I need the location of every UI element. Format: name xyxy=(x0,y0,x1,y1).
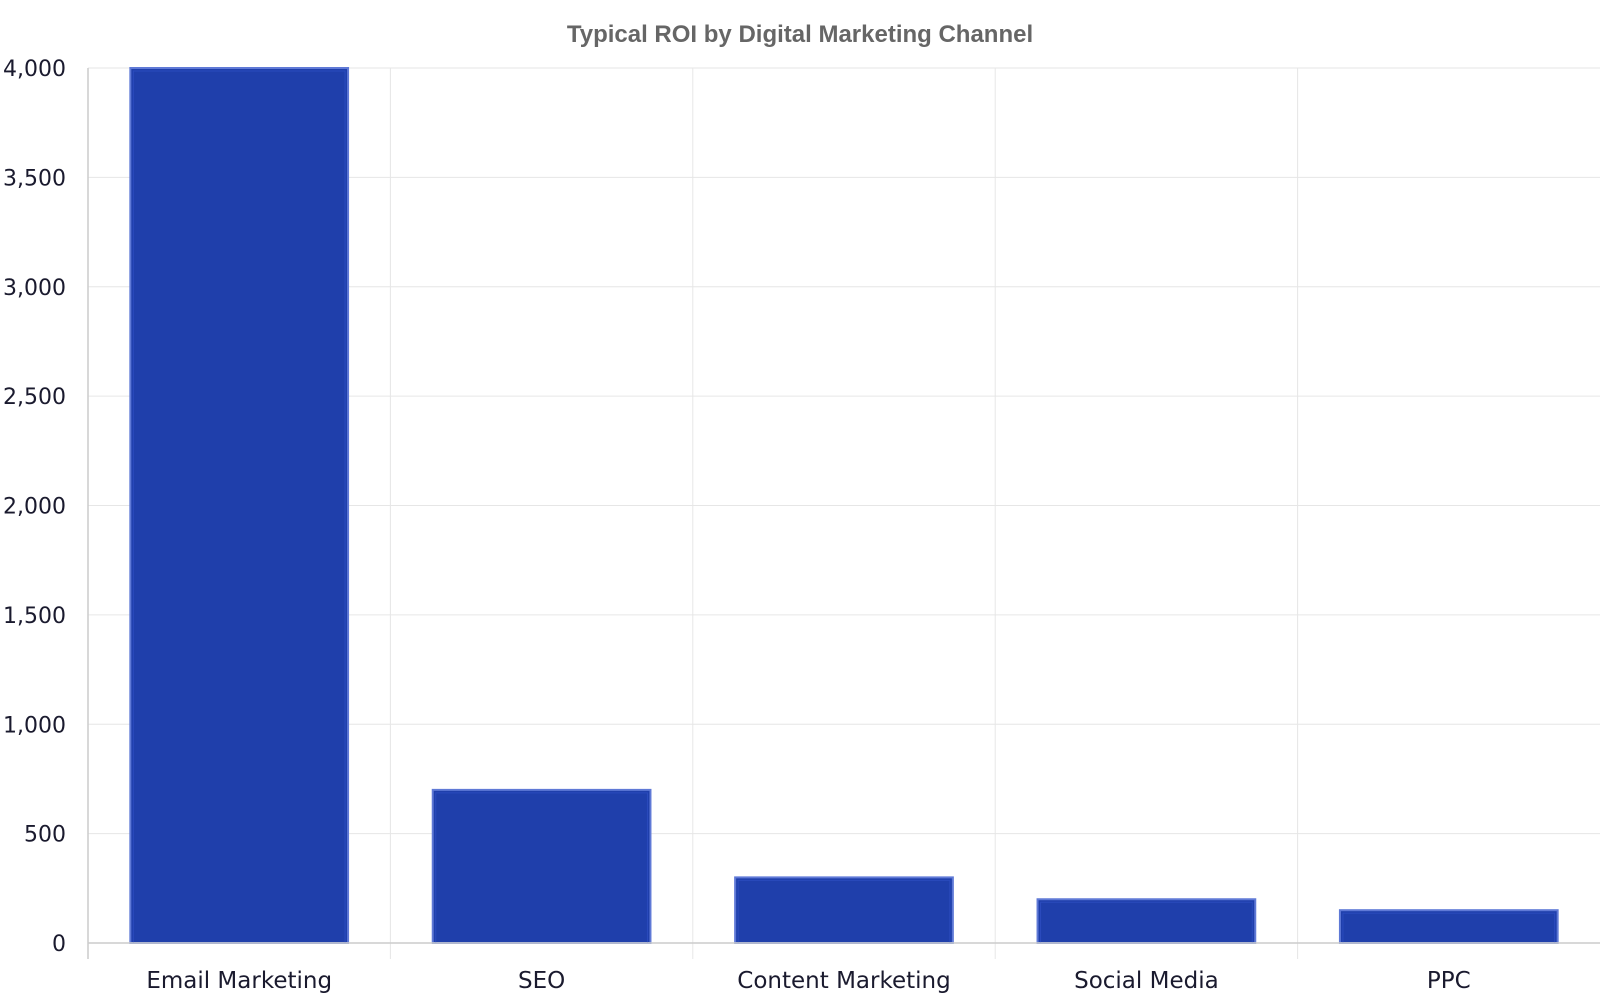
x-tick-label: Social Media xyxy=(1074,968,1219,994)
x-tick-label: PPC xyxy=(1427,968,1471,994)
bar xyxy=(1036,898,1257,944)
bar xyxy=(129,67,350,944)
x-tick-label: SEO xyxy=(518,968,565,994)
x-tick-label: Content Marketing xyxy=(737,968,950,994)
bar xyxy=(431,788,652,944)
bar xyxy=(1338,909,1559,944)
axis-layer xyxy=(87,68,1600,959)
y-tick-label: 4,000 xyxy=(3,57,66,82)
bar xyxy=(734,876,954,944)
y-tick-label: 2,500 xyxy=(3,385,66,410)
y-tick-label: 3,500 xyxy=(3,166,66,191)
y-tick-label: 1,000 xyxy=(3,713,66,738)
bars-layer xyxy=(129,67,1559,944)
x-tick-label: Email Marketing xyxy=(146,968,332,994)
y-tick-label: 500 xyxy=(24,823,66,848)
chart-title: Typical ROI by Digital Marketing Channel xyxy=(567,21,1033,48)
labels-layer: 0 500 1,000 1,500 2,000 2,500 3,000 3,500 4,000 E… xyxy=(3,57,1471,994)
y-tick-label: 1,500 xyxy=(3,604,66,629)
y-tick-label: 3,000 xyxy=(3,276,66,301)
y-tick-label: 2,000 xyxy=(3,495,66,520)
y-tick-label: 0 xyxy=(52,932,66,957)
